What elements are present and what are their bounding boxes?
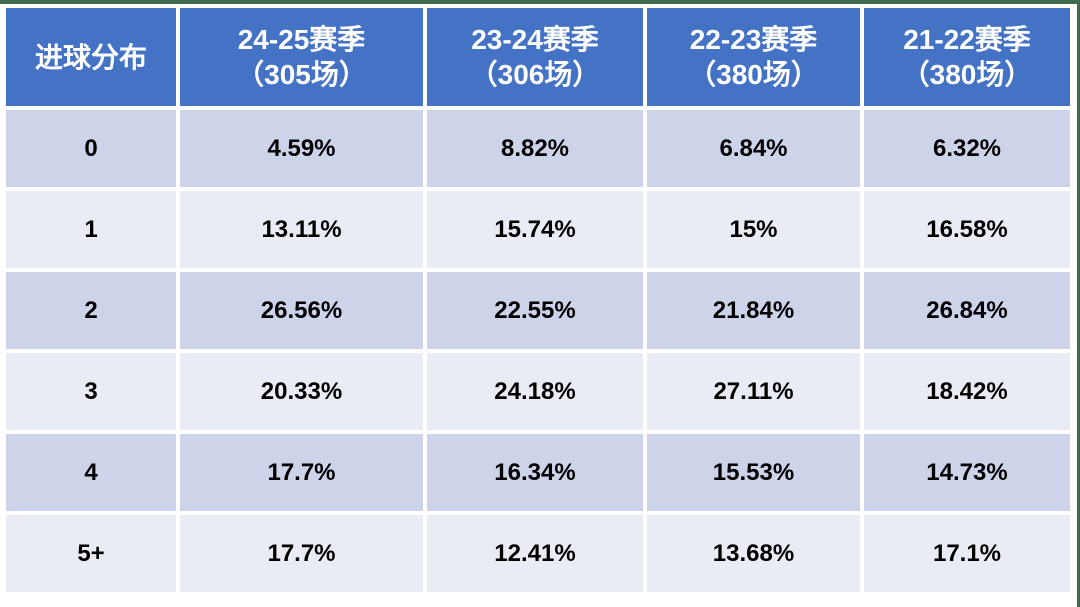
- season-matches: （306场）: [469, 59, 601, 90]
- goal-distribution-table: 进球分布 24-25赛季 （305场） 23-24赛季 （306场） 22-23…: [6, 8, 1070, 592]
- season-matches: （380场）: [901, 59, 1033, 90]
- table-cell: 20.33%: [180, 353, 423, 430]
- table-cell: 15%: [647, 191, 860, 268]
- table-cell: 13.11%: [180, 191, 423, 268]
- row-label-1: 1: [6, 191, 176, 268]
- row-label-2: 2: [6, 272, 176, 349]
- table-cell: 15.74%: [427, 191, 643, 268]
- table-cell: 18.42%: [864, 353, 1070, 430]
- season-name: 24-25赛季: [237, 24, 366, 55]
- table-cell: 27.11%: [647, 353, 860, 430]
- row-label-0: 0: [6, 110, 176, 187]
- season-header-22-23: 22-23赛季 （380场）: [647, 8, 860, 106]
- top-border-line: [0, 0, 1080, 4]
- table-cell: 16.34%: [427, 434, 643, 511]
- table-cell: 16.58%: [864, 191, 1070, 268]
- table-cell: 26.56%: [180, 272, 423, 349]
- table-cell: 15.53%: [647, 434, 860, 511]
- table-cell: 26.84%: [864, 272, 1070, 349]
- table-cell: 14.73%: [864, 434, 1070, 511]
- corner-header-label: 进球分布: [34, 41, 147, 73]
- season-matches: （380场）: [688, 59, 819, 90]
- season-header-23-24: 23-24赛季 （306场）: [427, 8, 643, 106]
- table-cell: 17.1%: [864, 515, 1070, 592]
- table-cell: 13.68%: [647, 515, 860, 592]
- table-cell: 17.7%: [180, 515, 423, 592]
- right-border-line: [1077, 0, 1080, 607]
- season-header-24-25: 24-25赛季 （305场）: [180, 8, 423, 106]
- season-name: 22-23赛季: [689, 24, 818, 55]
- season-name: 23-24赛季: [471, 24, 599, 55]
- table-cell: 21.84%: [647, 272, 860, 349]
- table-cell: 24.18%: [427, 353, 643, 430]
- row-label-3: 3: [6, 353, 176, 430]
- corner-header-cell: 进球分布: [6, 8, 176, 106]
- season-matches: （305场）: [236, 59, 367, 90]
- table-cell: 12.41%: [427, 515, 643, 592]
- table-cell: 22.55%: [427, 272, 643, 349]
- table-cell: 8.82%: [427, 110, 643, 187]
- table-cell: 4.59%: [180, 110, 423, 187]
- row-label-4: 4: [6, 434, 176, 511]
- table-cell: 6.84%: [647, 110, 860, 187]
- row-label-5plus: 5+: [6, 515, 176, 592]
- season-header-21-22: 21-22赛季 （380场）: [864, 8, 1070, 106]
- table-cell: 6.32%: [864, 110, 1070, 187]
- season-name: 21-22赛季: [903, 24, 1031, 55]
- table-cell: 17.7%: [180, 434, 423, 511]
